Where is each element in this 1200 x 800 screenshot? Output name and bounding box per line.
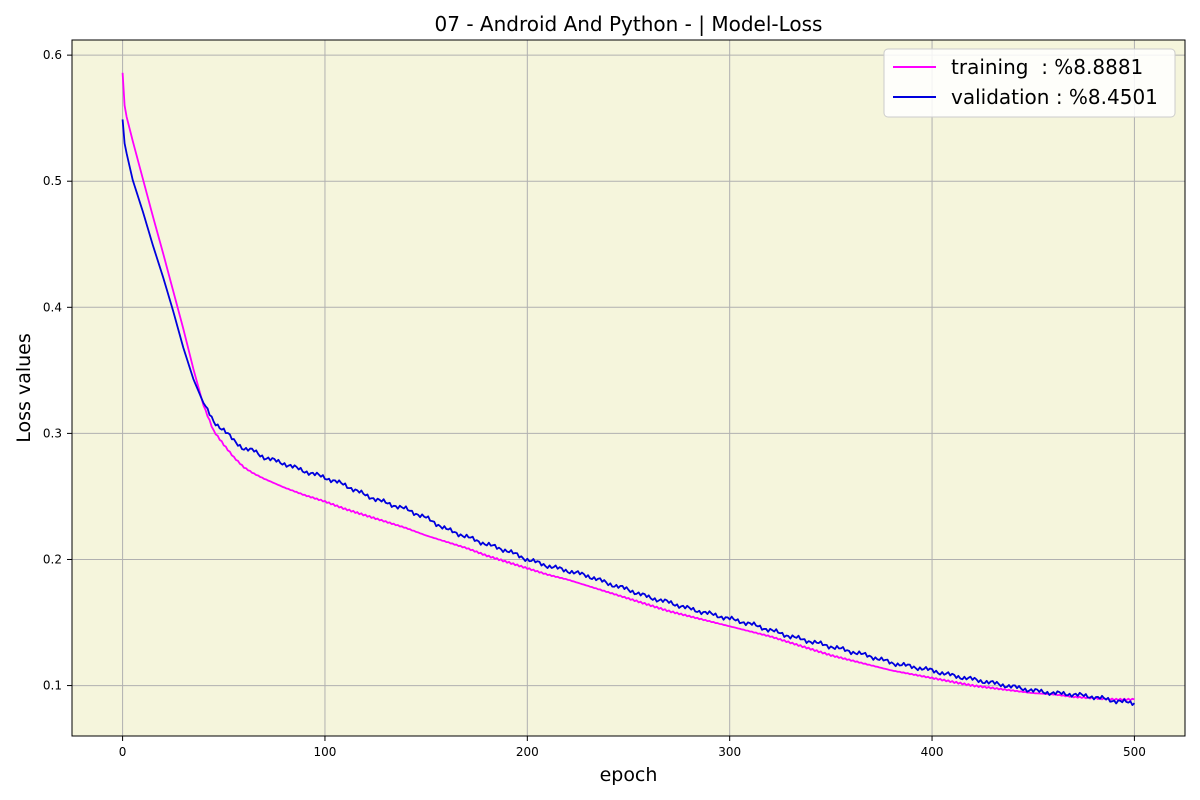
- grid-lines: [72, 40, 1185, 736]
- series-layer: [121, 72, 1136, 706]
- y-axis-label: Loss values: [13, 333, 35, 443]
- x-tick-label: 0: [119, 745, 127, 759]
- y-tick-label: 0.6: [43, 48, 62, 62]
- series-line-training: [121, 72, 1135, 702]
- x-axis-label: epoch: [600, 764, 658, 786]
- x-tick-label: 400: [921, 745, 944, 759]
- x-tick-label: 500: [1123, 745, 1146, 759]
- y-tick-label: 0.4: [43, 300, 62, 314]
- plot-frame: [71, 39, 1186, 737]
- y-tick-label: 0.1: [43, 679, 62, 693]
- x-tick-label: 300: [718, 745, 741, 759]
- y-tick-label: 0.2: [43, 552, 62, 566]
- plot-area: [72, 40, 1185, 736]
- y-tick-label: 0.3: [43, 426, 62, 440]
- series-line-validation: [121, 119, 1136, 706]
- legend-box: [883, 48, 1176, 118]
- legend-entry-label: validation : %8.4501: [951, 85, 1158, 109]
- x-tick-label: 200: [516, 745, 539, 759]
- y-tick-label: 0.5: [43, 174, 62, 188]
- x-tick-label: 100: [314, 745, 337, 759]
- chart-title: 07 - Android And Python - | Model-Loss: [435, 12, 823, 36]
- axis-ticks: 0 100 200 300 400 500 0.1 0.2 0.3 0.4 0.5 0.6: [43, 48, 1146, 759]
- legend: training : %8.8881 validation : %8.4501: [883, 48, 1176, 118]
- legend-entry-label: training : %8.8881: [951, 55, 1143, 79]
